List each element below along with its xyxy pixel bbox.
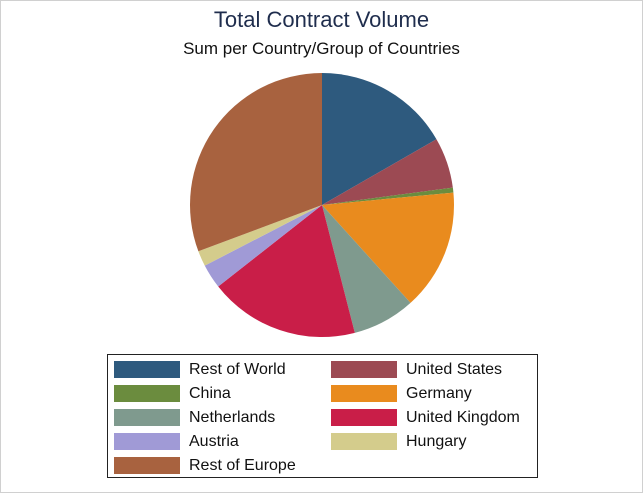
pie-slice-austria — [204, 205, 322, 287]
pie-slice-united-states — [322, 139, 453, 205]
legend-label: China — [189, 385, 231, 402]
legend-swatch — [331, 361, 397, 378]
pie-slice-netherlands — [322, 205, 411, 333]
pie-slice-united-kingdom — [218, 205, 355, 337]
pie-slice-china — [322, 187, 454, 205]
legend-swatch — [114, 361, 180, 378]
legend-label: United States — [406, 361, 503, 378]
pie-slice-germany — [322, 192, 454, 303]
legend-label: Austria — [189, 433, 239, 450]
legend-label: Germany — [406, 385, 472, 402]
legend-swatch — [331, 385, 397, 402]
legend-label: Hungary — [406, 433, 467, 450]
legend-swatch — [114, 385, 180, 402]
legend-label: Rest of Europe — [189, 457, 296, 474]
legend-label: Rest of World — [189, 361, 286, 378]
chart-title: Total Contract Volume — [213, 7, 430, 32]
chart-subtitle: Sum per Country/Group of Countries — [183, 39, 460, 58]
pie-slice-rest-of-world — [322, 73, 437, 205]
legend-label: United Kingdom — [406, 409, 520, 426]
legend-swatch — [114, 457, 180, 474]
chart-legend: Rest of World United States China Germany Ne… — [107, 354, 538, 478]
pie-chart — [189, 73, 454, 337]
legend-swatch — [331, 409, 397, 426]
legend-swatch — [114, 409, 180, 426]
pie-slice-hungary — [198, 205, 322, 266]
pie-slice-rest-of-europe — [189, 73, 322, 252]
legend-swatch — [114, 433, 180, 450]
legend-swatch — [331, 433, 397, 450]
legend-label: Netherlands — [189, 409, 276, 426]
